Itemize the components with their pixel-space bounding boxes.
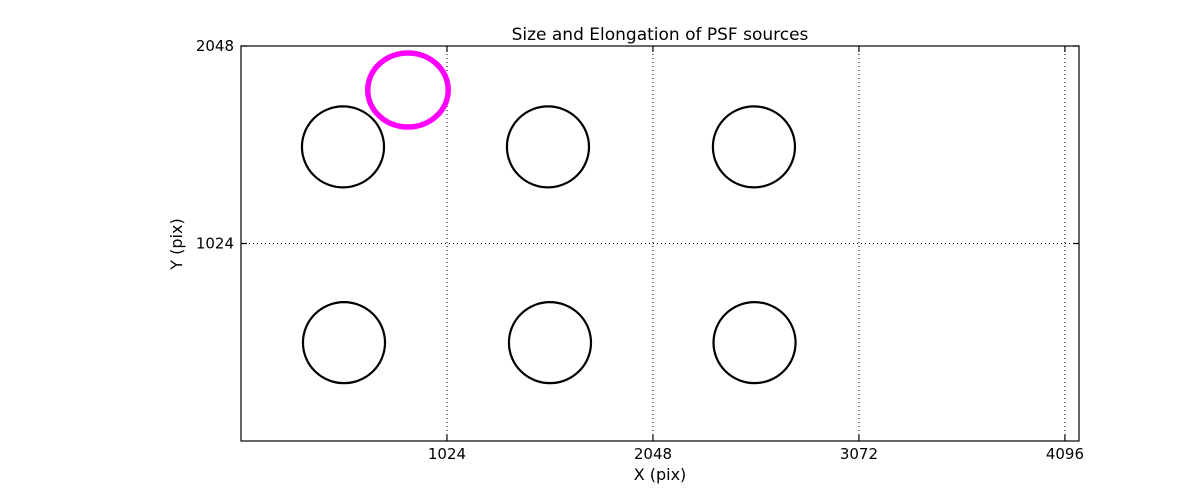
psf-source-4: [301, 301, 387, 385]
plot-title: Size and Elongation of PSF sources: [512, 25, 809, 45]
psf-source-3: [711, 105, 797, 189]
x-tick-label: 2048: [634, 445, 672, 463]
y-tick-label: 1024: [196, 235, 234, 253]
y-tick-label: 2048: [196, 37, 234, 55]
psf-source-2: [505, 105, 591, 189]
x-axis-label: X (pix): [634, 465, 687, 484]
x-tick-label: 3072: [840, 445, 878, 463]
psf-sources-layer: [300, 50, 797, 385]
y-axis-label: Y (pix): [167, 218, 186, 270]
x-tick-label: 1024: [428, 445, 466, 463]
axes-layer: [240, 45, 1080, 442]
grid-layer: [241, 45, 1079, 441]
tick-label-layer: 1024 2048 3072 4096 1024 2048: [196, 37, 1084, 463]
psf-source-highlight: [364, 50, 451, 130]
x-tick-label: 4096: [1046, 445, 1084, 463]
psf-source-6: [712, 301, 797, 385]
psf-source-5: [507, 301, 593, 385]
psf-source-1: [300, 105, 386, 189]
